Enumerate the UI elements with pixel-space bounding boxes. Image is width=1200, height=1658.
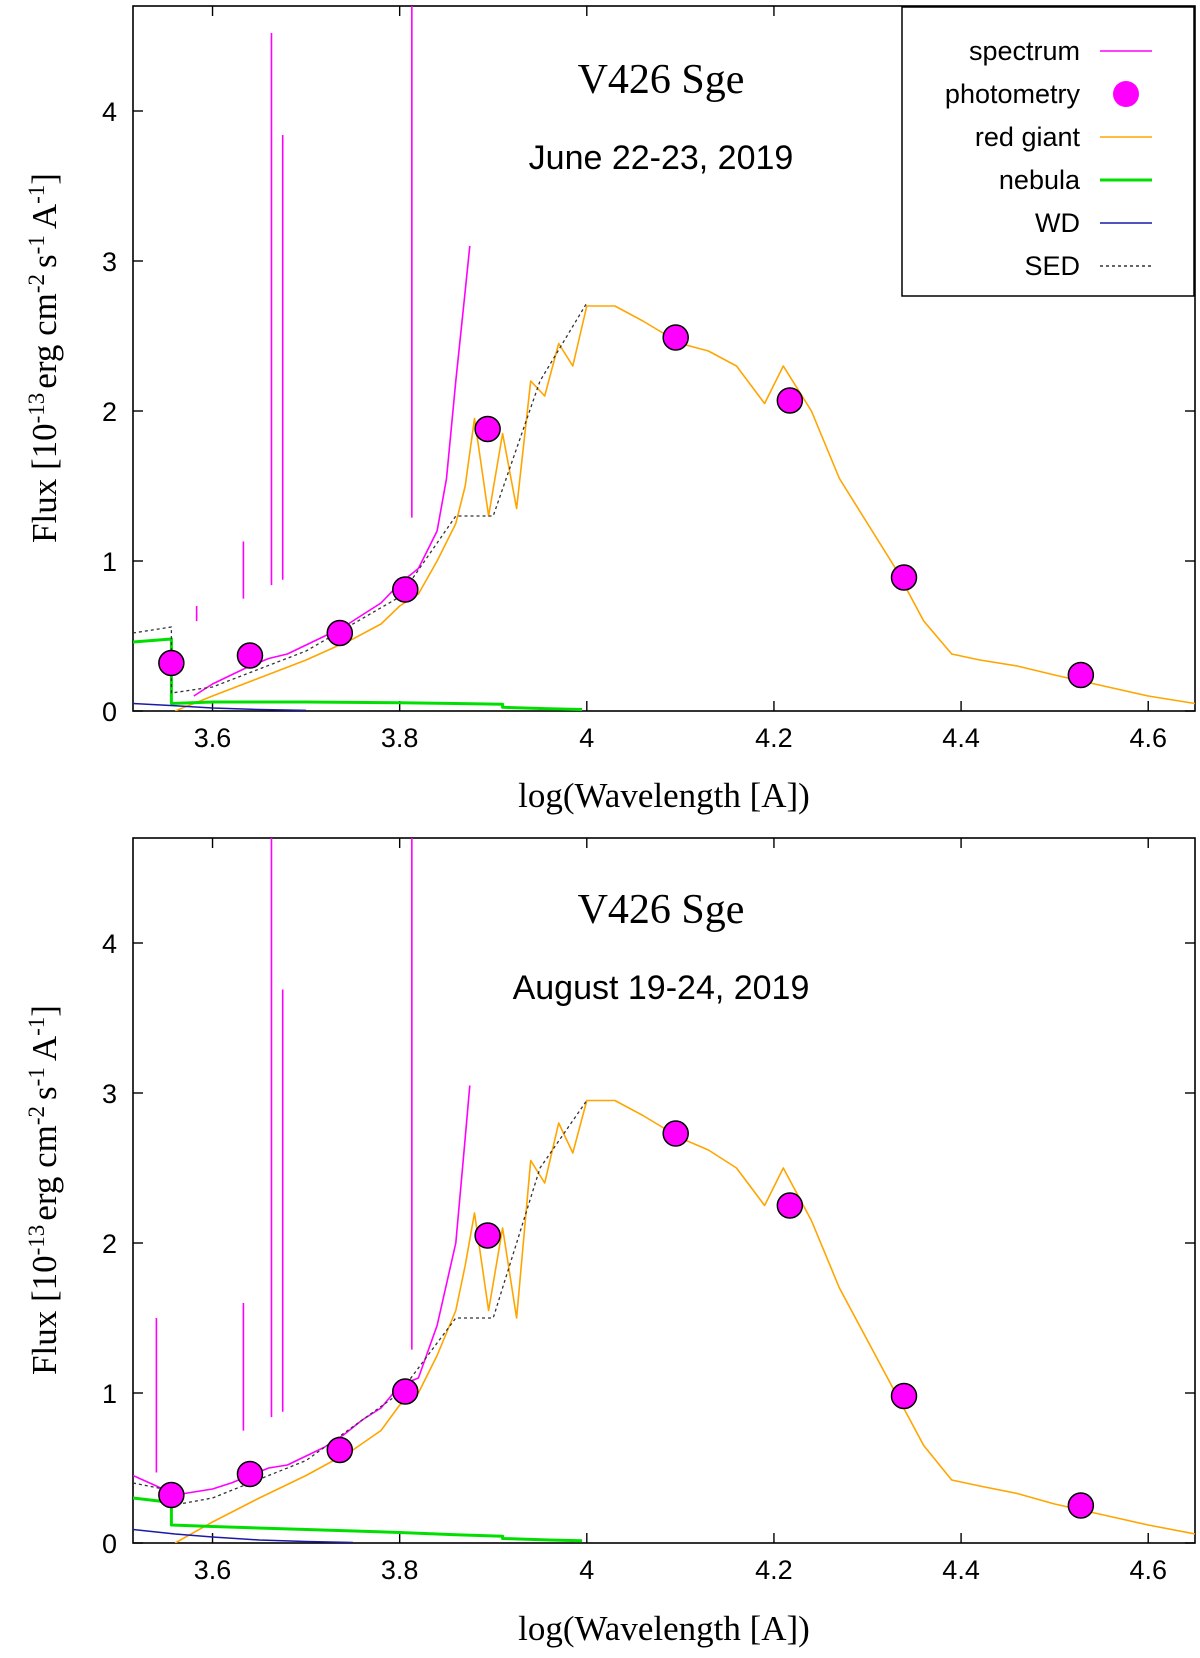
photometry-point xyxy=(158,1481,185,1509)
series-layer xyxy=(133,838,1195,1543)
photometry-point xyxy=(326,1436,354,1464)
photometry-point xyxy=(474,415,501,443)
x-tick-label: 4.6 xyxy=(1129,1555,1167,1585)
y-tick-label: 4 xyxy=(102,929,117,959)
photometry-point xyxy=(1067,661,1095,689)
chart-panel-august: 3.6 3.8 4 4.2 4.4 4.6 0 1 2 3 4 V426 Sge August 19… xyxy=(24,837,1196,1648)
y-axis-label: Flux [10-13erg cm-2s-1A-1] xyxy=(24,1005,64,1375)
y-axis-label: Flux [10-13erg cm-2s-1A-1] xyxy=(24,173,64,543)
x-tick-label: 3.8 xyxy=(381,1555,419,1585)
legend-label-sed: SED xyxy=(1024,251,1080,281)
chart-panel-june: 3.6 3.8 4 4.2 4.4 4.6 0 1 2 3 4 V426 Sge June 22-2… xyxy=(24,5,1196,815)
series-line-wd xyxy=(133,702,307,711)
x-tick-label: 3.6 xyxy=(194,723,232,753)
x-axis-label: log(Wavelength [A]) xyxy=(518,1609,810,1648)
legend-label-photometry: photometry xyxy=(945,79,1081,109)
photometry-point xyxy=(890,1382,918,1410)
series-line-wd xyxy=(133,1528,353,1543)
legend-box xyxy=(901,6,1195,297)
plot-frame xyxy=(132,5,1196,712)
photometry-point xyxy=(474,1222,501,1249)
y-tick-label: 4 xyxy=(102,97,117,127)
x-tick-label: 3.8 xyxy=(381,723,419,753)
series-line-sed xyxy=(133,1100,588,1507)
chart-subtitle: June 22-23, 2019 xyxy=(529,139,794,177)
series-layer xyxy=(133,6,1195,711)
series-line-nebula xyxy=(133,1496,583,1543)
x-tick-label: 4 xyxy=(579,1555,594,1585)
photometry-point xyxy=(236,1460,264,1488)
photometry-point xyxy=(662,324,689,351)
photometry-point xyxy=(890,564,918,591)
photometry-point xyxy=(236,642,264,669)
legend-label-nebula: nebula xyxy=(999,165,1081,195)
series-line-spectrum xyxy=(133,1085,471,1496)
x-tick-label: 4.6 xyxy=(1129,723,1167,753)
plot-frame xyxy=(132,837,1196,1544)
tick-labels: 3.6 3.8 4 4.2 4.4 4.6 0 1 2 3 4 xyxy=(102,97,1167,753)
y-tick-label: 2 xyxy=(102,1229,117,1259)
x-tick-label: 4.4 xyxy=(942,723,980,753)
photometry-point xyxy=(662,1120,689,1147)
x-tick-label: 4.2 xyxy=(755,723,793,753)
axes-frame xyxy=(132,837,1196,1544)
x-tick-label: 3.6 xyxy=(194,1555,232,1585)
photometry-point xyxy=(392,1378,419,1405)
tick-labels: 3.6 3.8 4 4.2 4.4 4.6 0 1 2 3 4 xyxy=(102,929,1167,1585)
photometry-point xyxy=(326,619,354,647)
y-tick-label: 0 xyxy=(102,1529,117,1559)
photometry-point xyxy=(392,576,419,603)
y-tick-label: 0 xyxy=(102,697,117,727)
photometry-point xyxy=(776,1192,804,1219)
legend-label-red-giant: red giant xyxy=(975,122,1081,152)
series-line-nebula xyxy=(133,637,583,711)
y-tick-label: 1 xyxy=(102,547,117,577)
y-tick-label: 2 xyxy=(102,397,117,427)
legend: spectrum photometry red giant nebula WD … xyxy=(901,6,1195,297)
y-tick-label: 1 xyxy=(102,1379,117,1409)
legend-swatch-photometry xyxy=(1113,81,1139,107)
x-tick-label: 4.2 xyxy=(755,1555,793,1585)
chart-title: V426 Sge xyxy=(578,57,745,103)
photometry-point xyxy=(158,649,185,677)
photometry-point xyxy=(1067,1492,1095,1519)
chart-subtitle: August 19-24, 2019 xyxy=(513,969,810,1007)
x-tick-label: 4.4 xyxy=(942,1555,980,1585)
legend-label-spectrum: spectrum xyxy=(969,36,1080,66)
y-tick-label: 3 xyxy=(102,247,117,277)
photometry-point xyxy=(776,387,804,414)
chart-title: V426 Sge xyxy=(578,887,745,933)
x-tick-label: 4 xyxy=(579,723,594,753)
y-tick-label: 3 xyxy=(102,1079,117,1109)
legend-label-wd: WD xyxy=(1035,208,1080,238)
x-axis-label: log(Wavelength [A]) xyxy=(518,776,810,815)
series-line-sed xyxy=(133,302,588,694)
